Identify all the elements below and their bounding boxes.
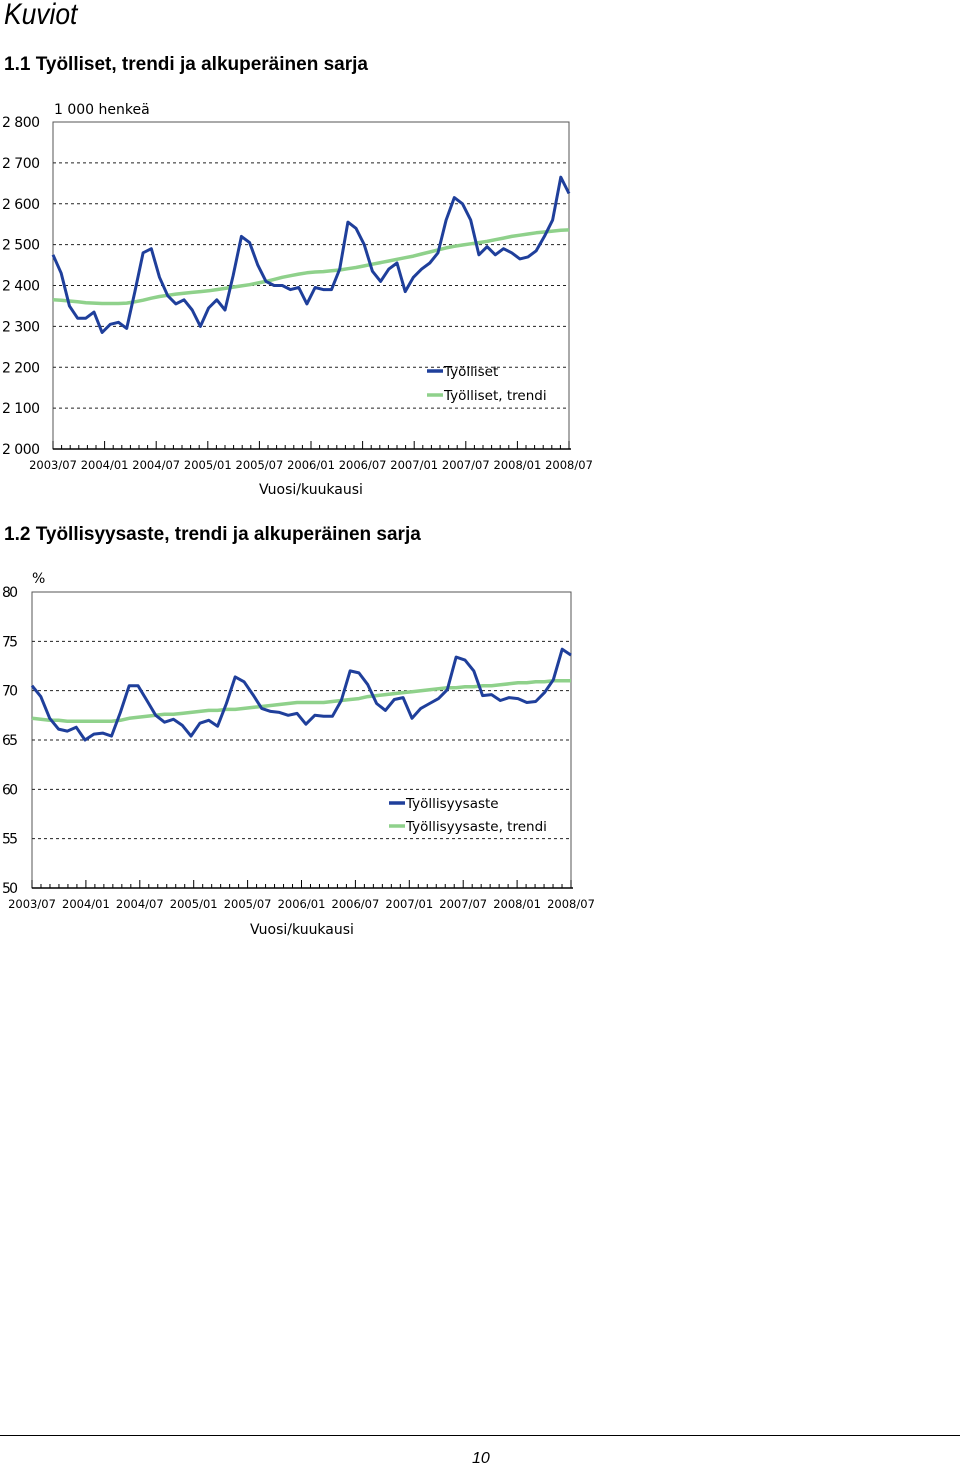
series-line-original <box>51 175 571 334</box>
y-tick-label: 70 <box>2 684 18 700</box>
page-number: 10 <box>472 1450 490 1467</box>
unit-label: % <box>32 571 45 587</box>
x-tick-label: 2006/07 <box>339 458 387 472</box>
y-tick-label: 2 800 <box>2 115 40 131</box>
series-line-original <box>30 647 572 742</box>
x-tick-label: 2007/01 <box>385 897 433 911</box>
y-tick-label: 2 000 <box>2 442 40 458</box>
x-tick-label: 2006/07 <box>332 897 380 911</box>
y-tick-label: 2 400 <box>2 279 40 295</box>
x-tick-label: 2006/01 <box>287 458 335 472</box>
chart-2-title: 1.2 Työllisyysaste, trendi ja alkuperäin… <box>4 524 421 545</box>
x-tick-label: 2007/01 <box>390 458 438 472</box>
x-tick-label: 2008/07 <box>545 458 593 472</box>
x-tick-label: 2003/07 <box>8 897 56 911</box>
y-tick-label: 75 <box>2 634 18 650</box>
x-axis-title: Vuosi/kuukausi <box>259 482 363 498</box>
series-line-trend <box>52 228 570 306</box>
y-tick-label: 2 100 <box>2 401 40 417</box>
y-tick-label: 2 600 <box>2 197 40 213</box>
x-tick-label: 2003/07 <box>29 458 77 472</box>
x-tick-label: 2005/07 <box>224 897 272 911</box>
chart-1-title: 1.1 Työlliset, trendi ja alkuperäinen sa… <box>4 54 368 75</box>
series-line-trend <box>31 679 571 724</box>
legend-label-trend: Työlliset, trendi <box>443 388 547 404</box>
y-tick-label: 60 <box>2 782 18 798</box>
x-tick-label: 2008/01 <box>493 897 541 911</box>
unit-label: 1 000 henkeä <box>54 102 150 118</box>
y-tick-label: 55 <box>2 832 18 848</box>
employment-rate-chart: 50 55 60 65 70 75 80 2003/07 2004/01 2004/07 2005/… <box>2 571 595 938</box>
x-tick-label: 2005/07 <box>236 458 284 472</box>
x-tick-label: 2004/07 <box>116 897 164 911</box>
x-tick-label: 2008/07 <box>547 897 595 911</box>
legend-label-original: Työllisyysaste <box>405 796 499 812</box>
y-tick-label: 50 <box>2 881 18 897</box>
x-tick-label: 2007/07 <box>442 458 490 472</box>
x-tick-label: 2006/01 <box>278 897 326 911</box>
x-tick-label: 2004/01 <box>81 458 129 472</box>
y-tick-label: 2 200 <box>2 360 40 376</box>
legend-label-original: Työlliset <box>443 364 498 380</box>
x-tick-label: 2004/01 <box>62 897 110 911</box>
x-tick-label: 2005/01 <box>170 897 218 911</box>
x-tick-label: 2005/01 <box>184 458 232 472</box>
x-tick-label: 2008/01 <box>494 458 542 472</box>
y-tick-label: 2 500 <box>2 238 40 254</box>
y-tick-label: 65 <box>2 733 18 749</box>
legend-label-trend: Työllisyysaste, trendi <box>405 819 547 835</box>
y-tick-label: 2 300 <box>2 319 40 335</box>
x-tick-label: 2004/07 <box>132 458 180 472</box>
footer-rule <box>0 1435 960 1436</box>
employment-chart: 2 000 2 100 2 200 2 300 2 400 2 500 2 600 2 700… <box>2 102 593 498</box>
page-heading: Kuviot <box>4 0 78 31</box>
y-tick-label: 2 700 <box>2 156 40 172</box>
x-tick-label: 2007/07 <box>439 897 487 911</box>
x-axis-title: Vuosi/kuukausi <box>250 922 354 938</box>
y-tick-label: 80 <box>2 585 18 601</box>
